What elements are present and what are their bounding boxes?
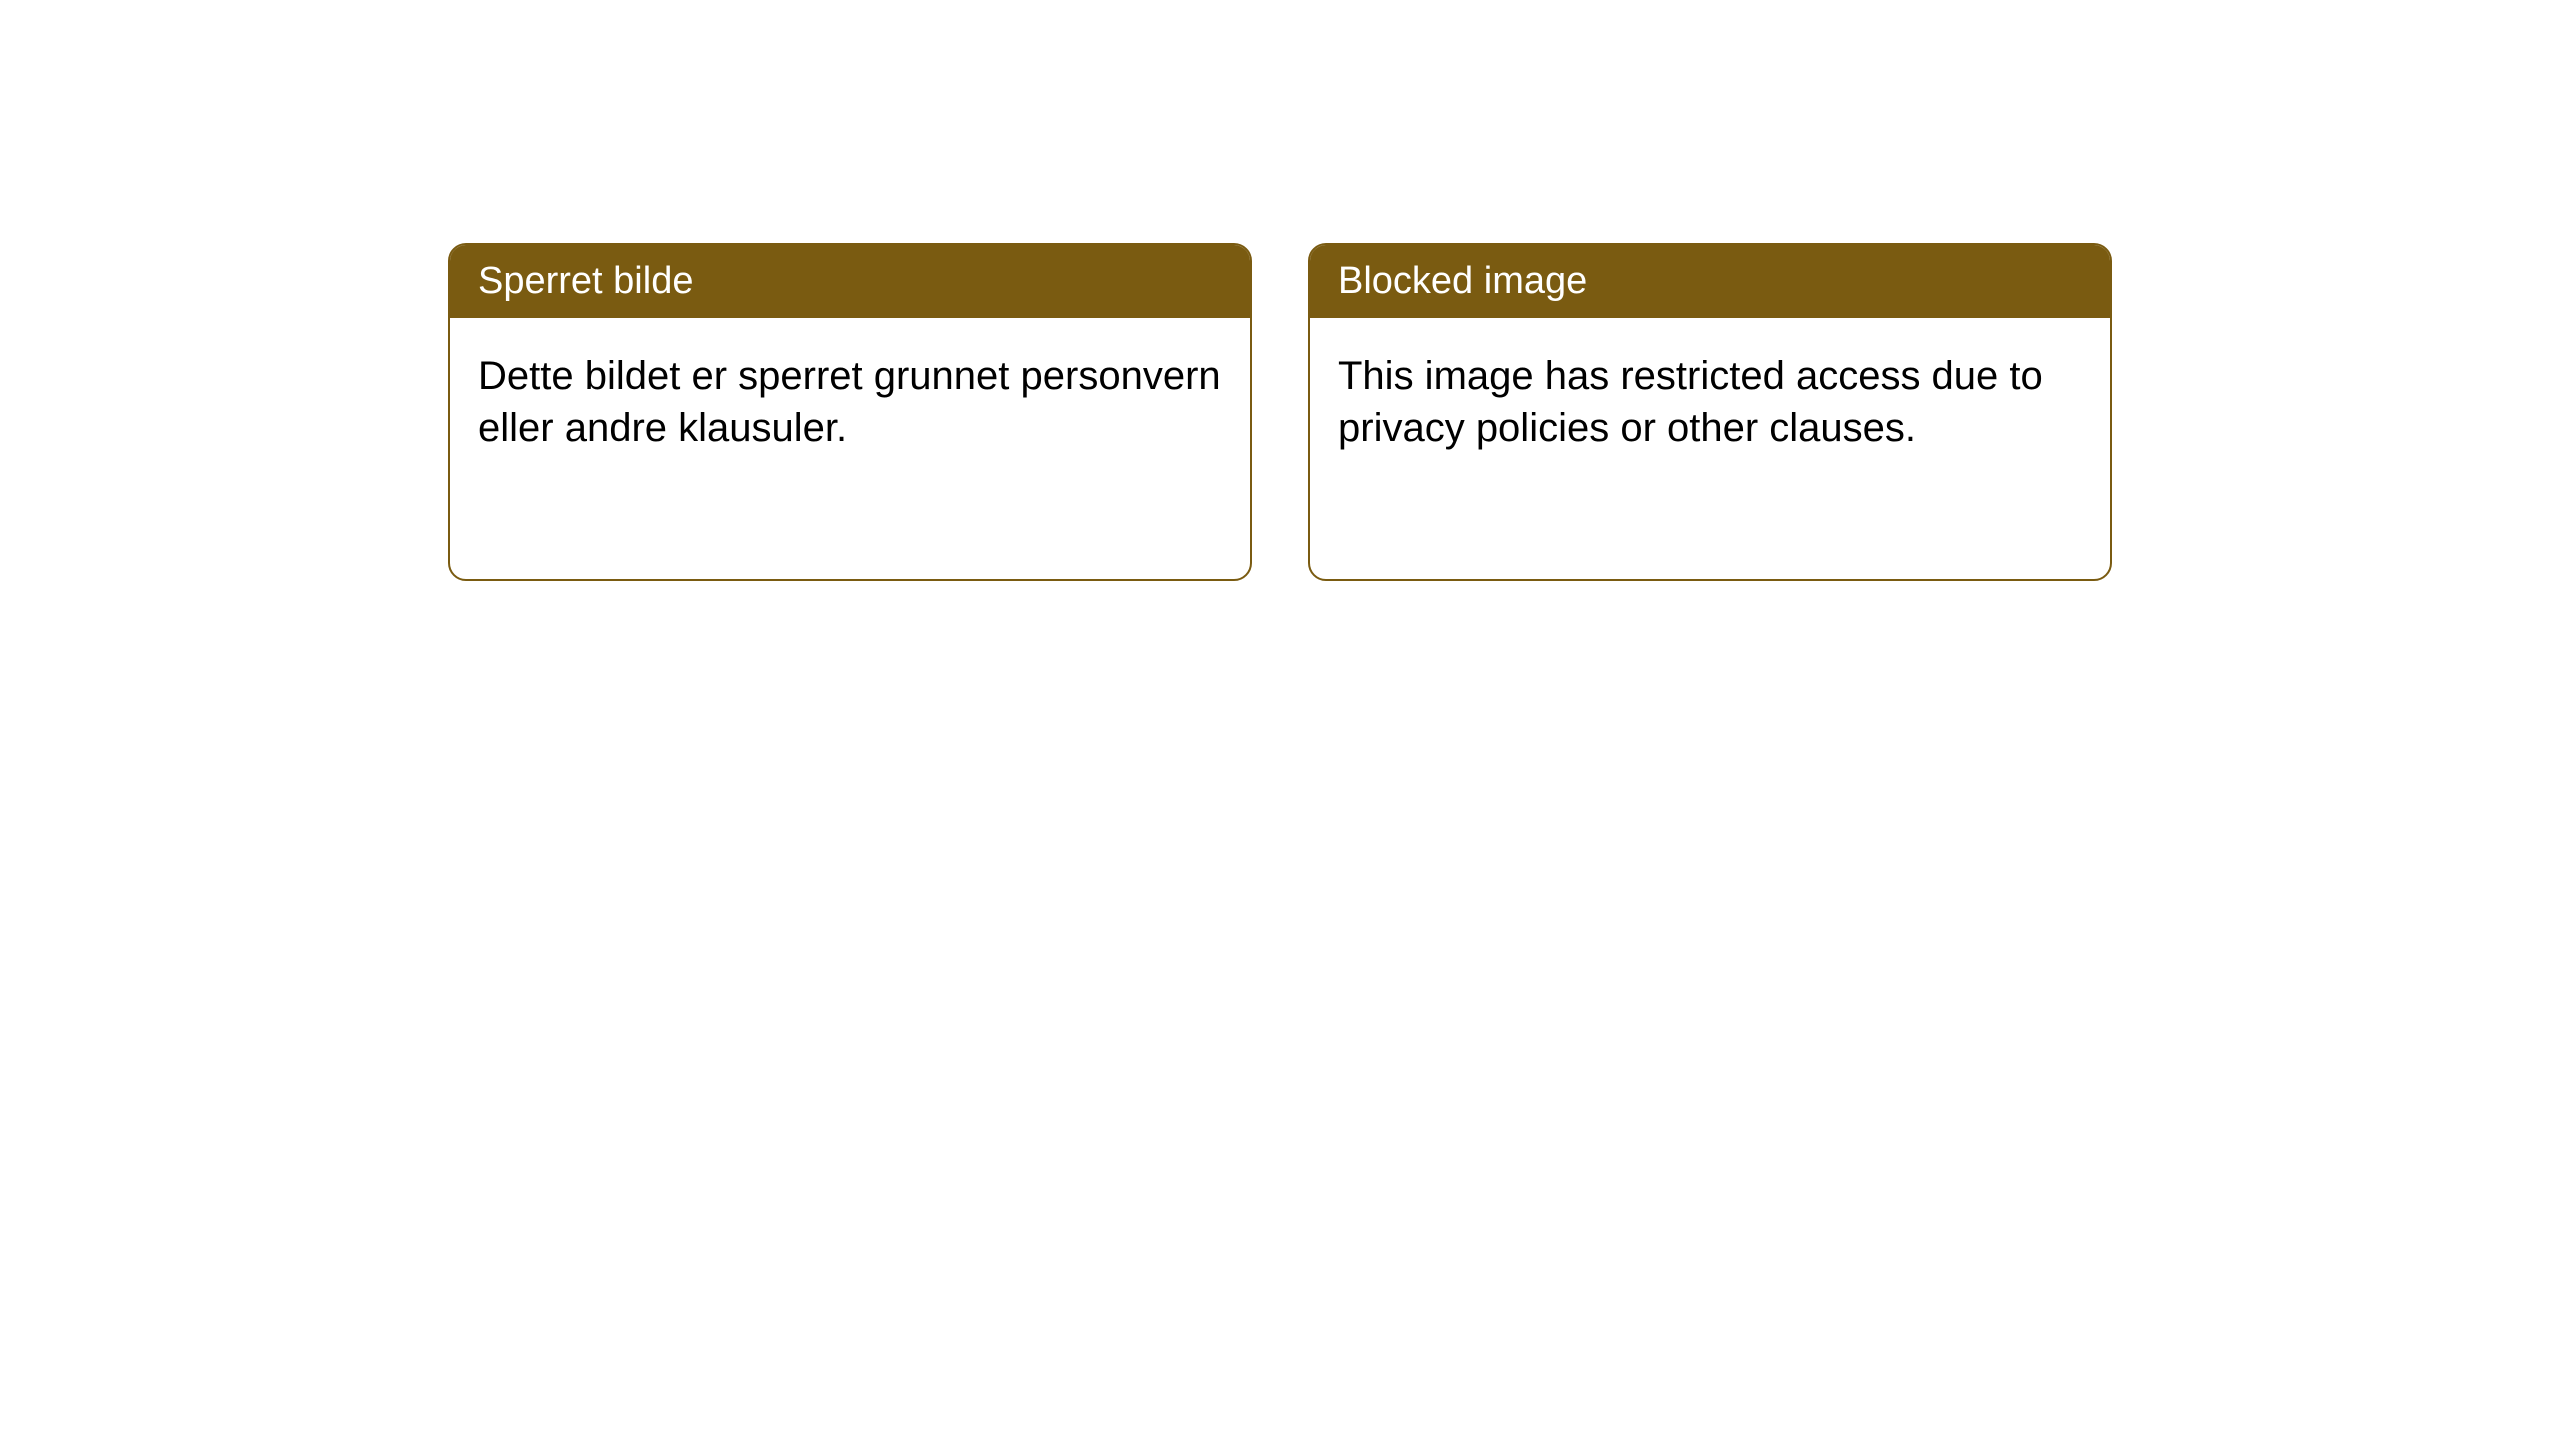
card-body-norwegian: Dette bildet er sperret grunnet personve… (450, 318, 1250, 486)
notice-cards-container: Sperret bilde Dette bildet er sperret gr… (448, 243, 2112, 581)
card-header-english: Blocked image (1310, 245, 2110, 318)
notice-card-english: Blocked image This image has restricted … (1308, 243, 2112, 581)
card-body-english: This image has restricted access due to … (1310, 318, 2110, 486)
notice-card-norwegian: Sperret bilde Dette bildet er sperret gr… (448, 243, 1252, 581)
card-header-norwegian: Sperret bilde (450, 245, 1250, 318)
